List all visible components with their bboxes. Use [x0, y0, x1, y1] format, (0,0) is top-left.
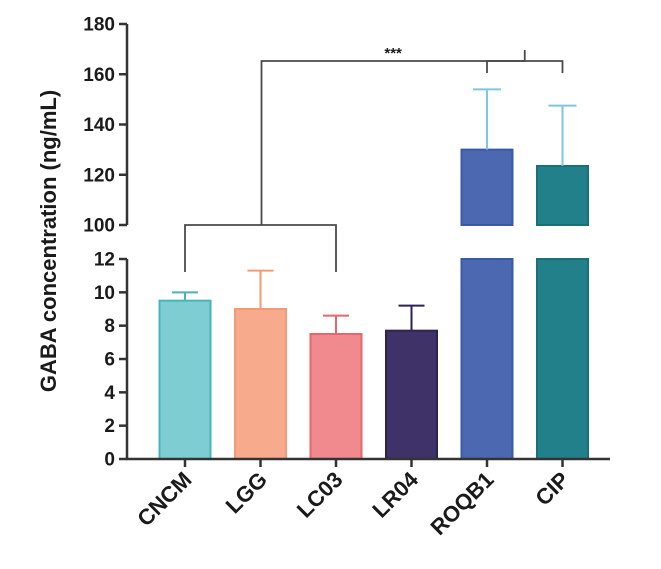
bar-roqb1-upper: [460, 148, 514, 226]
x-category-label-lc03: LC03: [292, 467, 348, 523]
bar-lgg: [234, 308, 287, 460]
y-tick-label: 6: [104, 350, 115, 371]
bar-lr04: [385, 329, 438, 460]
bar-cncm: [158, 299, 212, 460]
x-category-label-cncm: CNCM: [132, 467, 196, 531]
ticks-layer: 0 2 4 6 8 10 12 100 120 140 160 180: [83, 15, 564, 471]
bar-roqb1-lower: [460, 258, 514, 460]
bracket-group-a: [184, 224, 337, 272]
bar-cip-upper: [536, 164, 589, 227]
significance-layer: [184, 50, 564, 272]
y-tick-label: 2: [104, 416, 115, 437]
error-bars-layer: [172, 88, 577, 334]
bar-lc03: [309, 333, 363, 460]
y-tick-label: 0: [104, 450, 115, 471]
y-tick-label: 180: [83, 15, 115, 36]
labels-layer: CNCM LGG LC03 LR04 ROQB1 CIP: [132, 466, 574, 540]
x-category-label-roqb1: ROQB1: [426, 467, 499, 540]
x-category-label-cip: CIP: [530, 467, 574, 511]
y-axis-label: GABA concentration (ng/mL): [36, 90, 61, 392]
y-tick-label: 8: [104, 316, 115, 337]
bracket-group-b: [486, 60, 564, 73]
x-category-label-lr04: LR04: [367, 466, 423, 522]
y-tick-label: 4: [104, 383, 115, 404]
y-tick-label: 140: [83, 115, 115, 136]
significance-label: ***: [384, 45, 402, 62]
y-tick-label: 120: [83, 165, 115, 186]
y-tick-label: 12: [94, 250, 115, 271]
bar-cip-lower: [536, 258, 589, 460]
y-tick-label: 160: [83, 65, 115, 86]
x-category-label-lgg: LGG: [221, 467, 272, 518]
y-tick-label: 100: [83, 216, 115, 237]
y-tick-label: 10: [94, 283, 115, 304]
bracket-comparison: [260, 50, 526, 225]
bars-layer: [158, 148, 589, 460]
